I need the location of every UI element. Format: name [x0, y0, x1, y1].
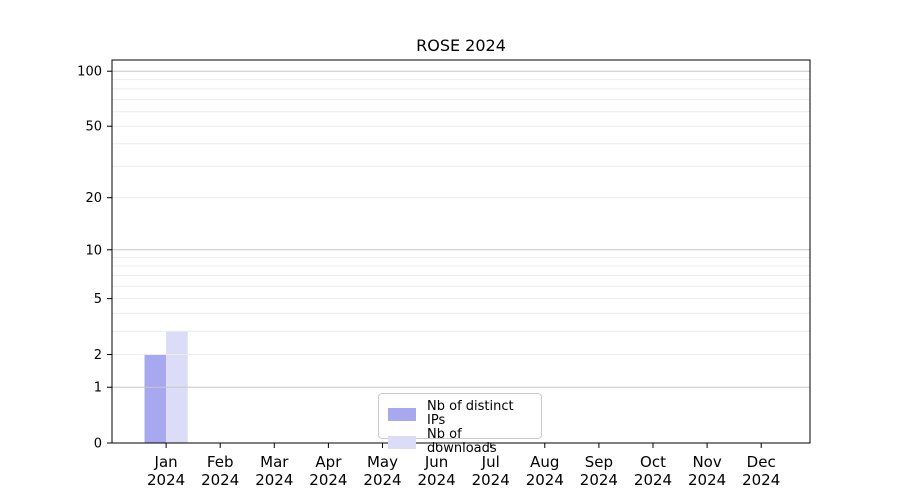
xtick-label-year-sep: 2024	[580, 471, 618, 489]
ytick-label-1: 1	[94, 381, 102, 396]
gridlines-layer	[112, 70, 810, 388]
ytick-label-0: 0	[94, 437, 102, 452]
ytick-label-20: 20	[85, 191, 102, 206]
xtick-label-year-feb: 2024	[201, 471, 239, 489]
xtick-label-month-apr: Apr	[315, 453, 342, 471]
xtick-label-month-jul: Jul	[481, 453, 500, 471]
xtick-label-month-jun: Jun	[424, 453, 448, 471]
ytick-label-100: 100	[77, 65, 102, 80]
ytick-label-10: 10	[85, 243, 102, 258]
xtick-label-month-oct: Oct	[640, 453, 666, 471]
legend-swatch-distinct-ips	[388, 407, 416, 421]
xtick-label-year-mar: 2024	[255, 471, 293, 489]
legend-label-distinct-ips: Nb of distinct IPs	[427, 399, 514, 428]
legend-item-downloads: Nb of downloads	[388, 428, 532, 456]
axes-spines	[111, 59, 811, 444]
xtick-label-year-jun: 2024	[418, 471, 456, 489]
xtick-label-month-jan: Jan	[154, 453, 178, 471]
xtick-label-month-feb: Feb	[207, 453, 234, 471]
xtick-label-month-nov: Nov	[692, 453, 721, 471]
tick-labels: 0125102050100Jan2024Feb2024Mar2024Apr202…	[77, 65, 780, 489]
xtick-label-year-oct: 2024	[634, 471, 672, 489]
xtick-label-month-dec: Dec	[747, 453, 776, 471]
xtick-label-year-nov: 2024	[688, 471, 726, 489]
bar-nb-of-distinct-ips-jan	[144, 354, 167, 443]
tick-marks	[107, 70, 762, 448]
xtick-label-year-aug: 2024	[526, 471, 564, 489]
ytick-label-5: 5	[94, 292, 102, 307]
xtick-label-year-dec: 2024	[742, 471, 780, 489]
legend-swatch-downloads	[388, 435, 416, 449]
legend-label-downloads: Nb of downloads	[427, 427, 497, 456]
plot-border	[111, 59, 811, 444]
legend-item-distinct-ips: Nb of distinct IPs	[388, 400, 532, 428]
xtick-label-month-mar: Mar	[260, 453, 289, 471]
xtick-label-month-aug: Aug	[530, 453, 559, 471]
xtick-label-month-may: May	[367, 453, 398, 471]
ytick-label-50: 50	[85, 120, 102, 135]
xtick-label-year-jul: 2024	[472, 471, 510, 489]
ytick-label-2: 2	[94, 348, 102, 363]
chart-title: ROSE 2024	[416, 36, 506, 55]
xtick-label-month-sep: Sep	[585, 453, 613, 471]
legend: Nb of distinct IPs Nb of downloads	[378, 393, 542, 456]
xtick-label-year-apr: 2024	[309, 471, 347, 489]
xtick-label-year-may: 2024	[363, 471, 401, 489]
xtick-label-year-jan: 2024	[147, 471, 185, 489]
